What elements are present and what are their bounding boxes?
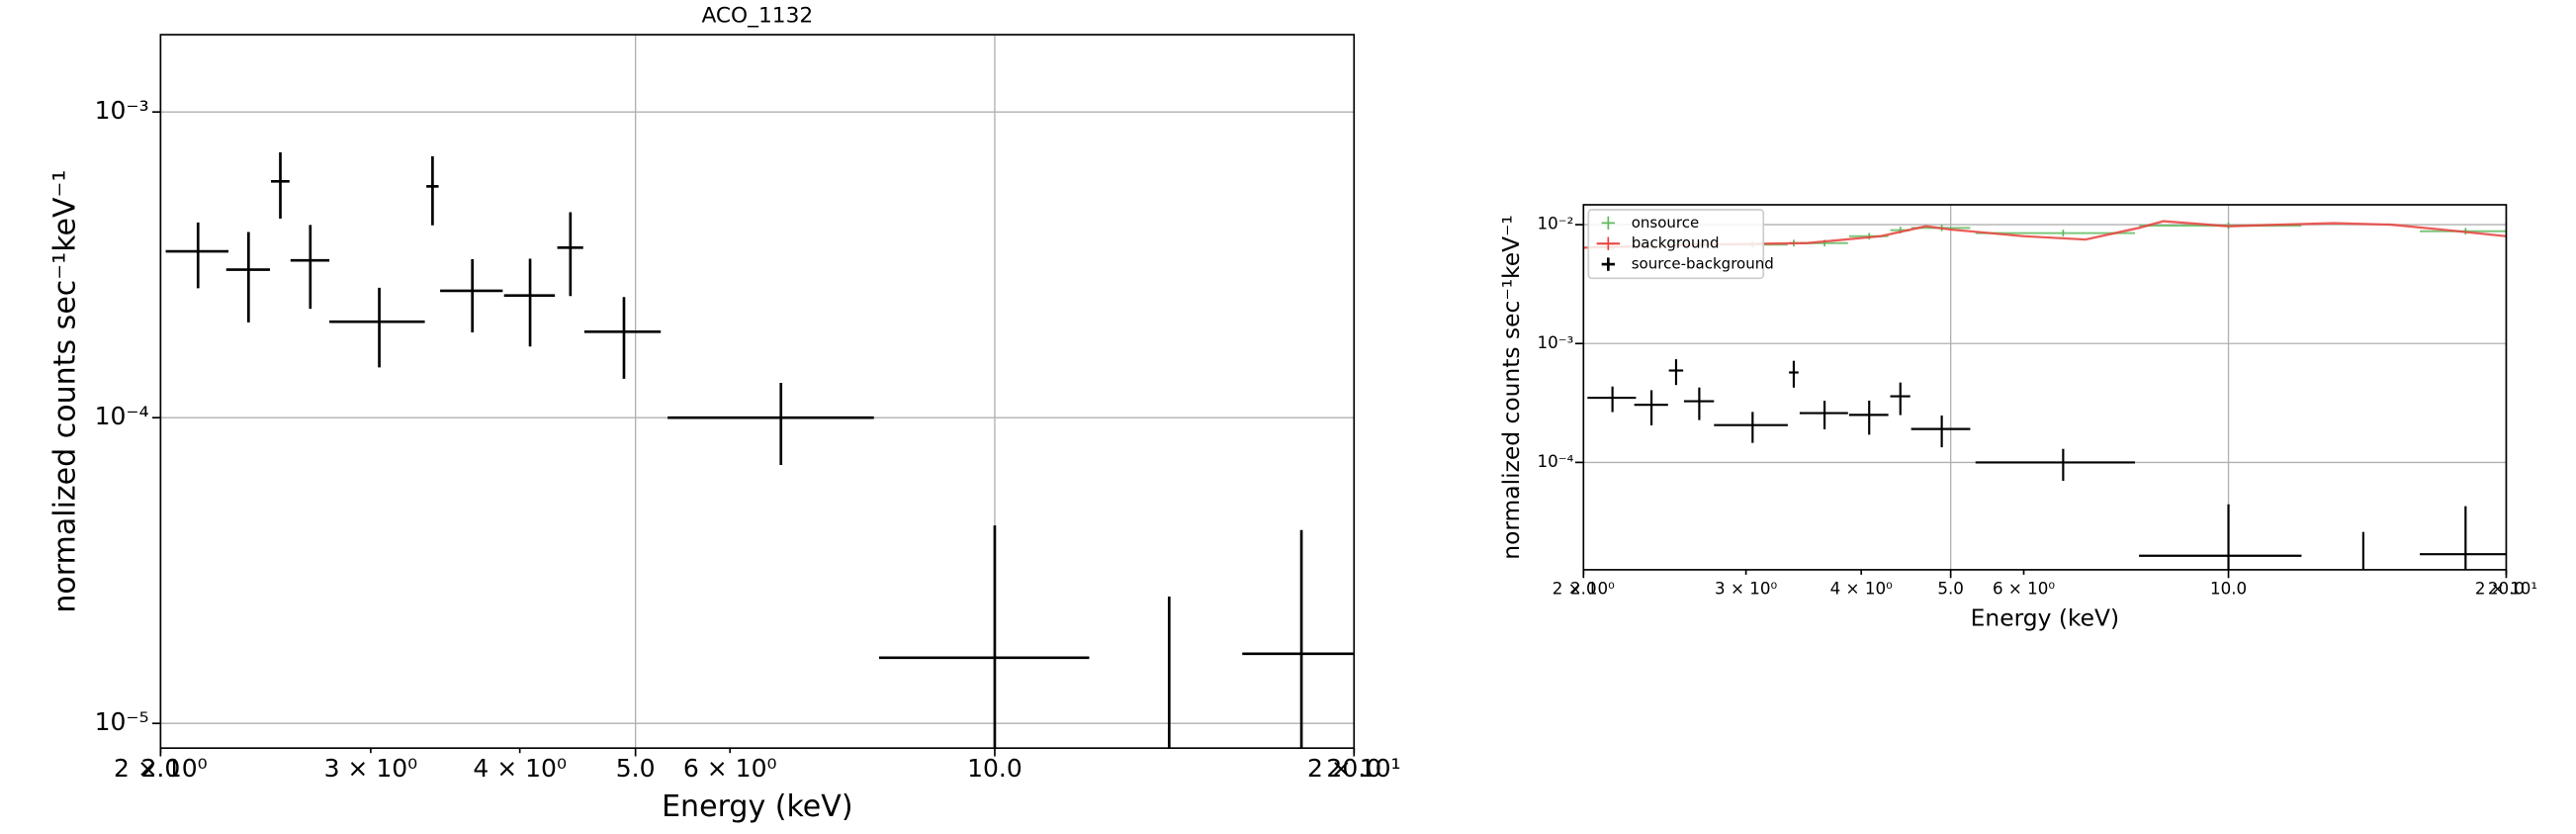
y-tick-label: 10⁻³ (1538, 333, 1574, 352)
x-minor-tick-label: 6 × 10⁰ (683, 754, 777, 783)
x-tick-label: 2.0 (1570, 579, 1597, 598)
x-tick-label: 20.0 (2488, 579, 2525, 598)
x-axis-label: Energy (keV) (1971, 603, 2119, 631)
x-tick-label: 20.0 (1326, 754, 1381, 783)
y-tick-label: 10⁻⁴ (95, 402, 149, 430)
x-minor-tick-label: 2 × 10⁰ (1553, 579, 1615, 598)
x-tick-label: 10.0 (2210, 579, 2247, 598)
y-axis-label: normalized counts sec⁻¹keV⁻¹ (48, 170, 83, 613)
y-tick-label: 10⁻² (1538, 215, 1574, 233)
legend-label: background (1632, 234, 1720, 252)
y-tick-label: 10⁻³ (95, 96, 149, 125)
x-tick-label: 10.0 (967, 754, 1022, 783)
x-minor-tick-label: 4 × 10⁰ (1830, 579, 1893, 598)
series-1 (1583, 220, 2507, 249)
x-minor-tick-label: 2 × 10¹ (1307, 754, 1401, 783)
x-axis-label: Energy (keV) (662, 789, 852, 824)
plot-frame (159, 34, 1356, 750)
x-minor-tick-label: 6 × 10⁰ (1993, 579, 2055, 598)
y-tick-label: 10⁻⁵ (95, 707, 149, 736)
legend-box (1587, 209, 1765, 280)
line (1583, 220, 2507, 249)
legend-label: source-background (1632, 255, 1774, 273)
x-tick-label: 2.0 (140, 754, 180, 783)
x-minor-tick-label: 4 × 10⁰ (473, 754, 567, 783)
x-minor-tick-label: 2 × 10¹ (2475, 579, 2537, 598)
y-tick-label: 10⁻⁴ (1538, 452, 1574, 471)
x-tick-label: 5.0 (1937, 579, 1964, 598)
x-minor-tick-label: 2 × 10⁰ (114, 754, 208, 783)
series-0 (165, 151, 1355, 749)
legend-label: onsource (1632, 214, 1700, 232)
series-2 (1587, 359, 2507, 570)
plot-frame (1582, 204, 2508, 571)
chart-title: ACO_1132 (701, 4, 813, 29)
x-minor-tick-label: 3 × 10⁰ (324, 754, 418, 783)
x-minor-tick-label: 3 × 10⁰ (1715, 579, 1777, 598)
y-axis-label: normalized counts sec⁻¹keV⁻¹ (1497, 215, 1525, 560)
x-tick-label: 5.0 (616, 754, 656, 783)
